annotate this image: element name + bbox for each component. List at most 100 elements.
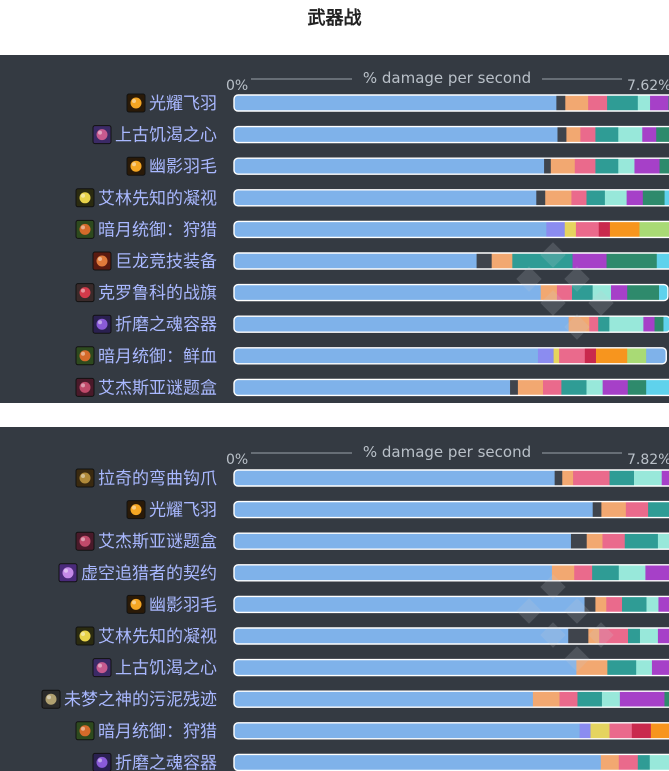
bar-segment	[601, 691, 621, 708]
bar-outline	[233, 94, 669, 112]
bar-row: 克罗鲁科的战旗	[75, 283, 669, 304]
item-label[interactable]: 折磨之魂容器	[115, 315, 217, 335]
bar-segment	[664, 691, 669, 708]
bar-row: 虚空追猎者的契约	[58, 563, 669, 584]
bar-segment	[234, 659, 577, 676]
bar-segment	[234, 470, 555, 486]
item-label[interactable]: 虚空追猎者的契约	[81, 564, 217, 584]
bar-segment	[577, 691, 603, 708]
bar-segment	[649, 754, 669, 771]
item-label[interactable]: 光耀飞羽	[149, 501, 217, 521]
bar-segment	[589, 316, 599, 333]
tick-label-min: 0%	[226, 78, 248, 94]
bar-segment	[234, 253, 477, 269]
item-label[interactable]: 暗月统御：鲜血	[98, 347, 217, 367]
bar-segment	[626, 189, 644, 206]
item-label[interactable]: 幽影羽毛	[149, 157, 217, 177]
item-label[interactable]: 艾杰斯亚谜题盒	[98, 378, 217, 398]
bar-segment	[540, 284, 558, 301]
heart-icon	[92, 658, 112, 678]
bar-segment	[609, 470, 635, 486]
bar-segment	[570, 533, 588, 550]
bar-segment	[607, 659, 637, 676]
bar-segment	[573, 470, 610, 486]
bar-outline	[233, 157, 669, 175]
card-icon	[75, 721, 95, 741]
bar-segment	[584, 347, 597, 364]
bar-segment	[532, 691, 560, 708]
bar-segment	[234, 564, 553, 581]
bar-row: 光耀飞羽	[126, 93, 669, 114]
bar-segment	[664, 189, 669, 206]
bar-segment	[595, 126, 619, 143]
bar-segment	[646, 379, 669, 396]
card-icon	[75, 346, 95, 366]
bar-segment	[561, 379, 587, 396]
eye-icon	[75, 626, 95, 646]
bar-segment	[542, 379, 562, 396]
bar-segment	[639, 221, 669, 238]
bar-segment	[595, 347, 628, 364]
bar-segment	[606, 253, 658, 269]
item-label[interactable]: 艾杰斯亚谜题盒	[98, 532, 217, 552]
bar-outline	[233, 690, 669, 708]
bar-segment	[637, 754, 651, 771]
bar-segment	[553, 347, 560, 364]
bar-segment	[575, 221, 600, 238]
bar-segment	[642, 126, 657, 143]
bar-row: 折磨之魂容器	[92, 314, 669, 335]
bar-outline	[233, 532, 669, 550]
bar-segment	[574, 158, 596, 175]
item-label[interactable]: 上古饥渴之心	[115, 126, 217, 146]
bar-segment	[564, 221, 577, 238]
bar-segment	[648, 501, 669, 518]
item-label[interactable]: 艾林先知的凝视	[98, 627, 217, 647]
item-label[interactable]: 艾林先知的凝视	[98, 189, 217, 209]
item-label[interactable]: 上古饥渴之心	[115, 659, 217, 679]
bar-segment	[571, 189, 587, 206]
bar-segment	[639, 628, 659, 644]
item-label[interactable]: 巨龙竞技装备	[115, 252, 217, 272]
bar-segment	[618, 754, 639, 771]
item-label[interactable]: 折磨之魂容器	[115, 753, 217, 771]
bar-segment	[559, 347, 586, 364]
bar-outline	[233, 283, 669, 302]
item-label[interactable]: 未梦之神的污泥残迹	[64, 690, 217, 710]
bar-segment	[611, 284, 628, 301]
claw-icon	[75, 468, 95, 488]
bar-outline	[233, 500, 669, 519]
feather-icon	[126, 156, 146, 176]
bar-segment	[598, 316, 610, 333]
bar-segment	[592, 284, 612, 301]
bar-segment	[636, 659, 653, 676]
bar-segment	[592, 564, 620, 581]
item-label[interactable]: 幽影羽毛	[149, 595, 217, 615]
item-label[interactable]: 克罗鲁科的战旗	[98, 284, 217, 304]
bar-segment	[234, 379, 511, 396]
bar-segment	[643, 316, 655, 333]
bar-segment	[656, 126, 669, 143]
item-label[interactable]: 拉奇的弯曲钩爪	[98, 469, 217, 489]
item-label[interactable]: 暗月统御：狩猎	[98, 220, 217, 240]
bar-segment	[566, 126, 581, 143]
axis-title: % damage per second	[363, 69, 531, 87]
bar-segment	[234, 722, 580, 739]
vessel-icon	[92, 752, 112, 771]
bar-segment	[658, 596, 669, 613]
bar-segment	[651, 659, 669, 676]
chart-panel-2: % damage per second 0% 7.82% 拉奇的弯曲钩爪 光耀飞羽 艾杰斯…	[0, 427, 669, 771]
bar-row: 巨龙竞技装备	[92, 251, 669, 272]
bar-segment	[607, 95, 639, 111]
item-label[interactable]: 光耀飞羽	[149, 94, 217, 114]
bar-outline	[233, 347, 667, 365]
bar-segment	[618, 564, 646, 581]
bar-segment	[601, 501, 627, 518]
bar-segment	[568, 628, 589, 644]
bar-segment	[234, 691, 534, 708]
item-label[interactable]: 暗月统御：狩猎	[98, 722, 217, 742]
bar-segment	[590, 722, 610, 739]
page-title: 武器战	[307, 8, 362, 29]
bar-segment	[568, 316, 590, 333]
bar-segment	[656, 253, 669, 269]
watermark-logo	[516, 242, 614, 340]
